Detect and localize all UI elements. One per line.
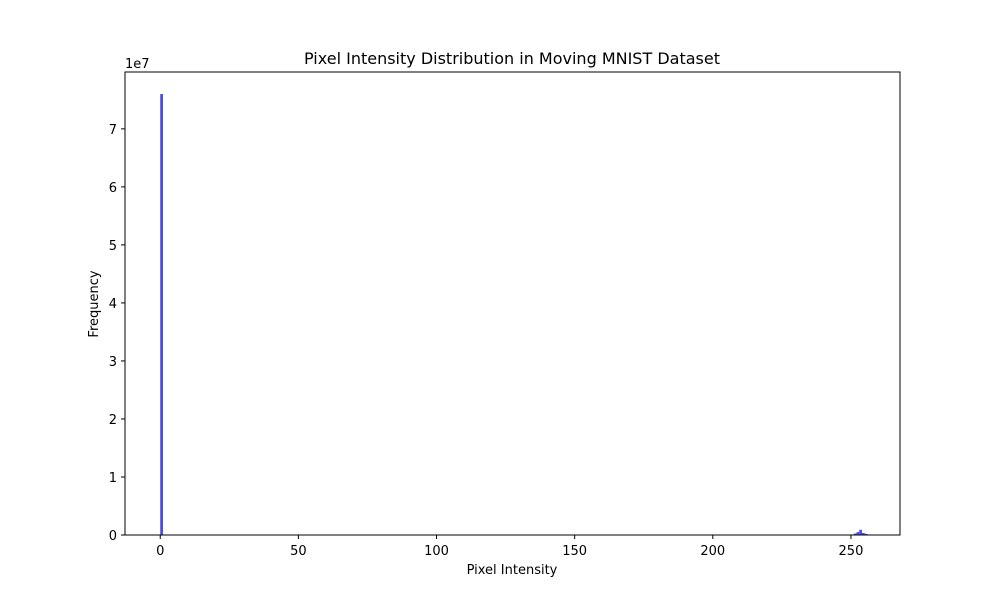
histogram-bar xyxy=(856,532,860,535)
y-axis-label: Frequency xyxy=(87,270,102,337)
histogram-bars xyxy=(160,94,868,536)
y-tick-label: 3 xyxy=(109,355,117,370)
y-tick-label: 4 xyxy=(109,297,117,312)
y-tick-label: 5 xyxy=(109,239,117,254)
x-axis-label: Pixel Intensity xyxy=(467,563,558,578)
y-tick-label: 0 xyxy=(109,529,117,544)
x-tick-label: 150 xyxy=(562,544,587,559)
histogram-bar xyxy=(864,533,868,535)
y-axis-ticks: 0 1 2 3 4 5 6 7 xyxy=(109,123,125,544)
x-tick-label: 200 xyxy=(700,544,725,559)
x-tick-label: 100 xyxy=(424,544,449,559)
x-axis-ticks: 0 50 100 150 200 250 xyxy=(156,535,863,559)
chart-title: Pixel Intensity Distribution in Moving M… xyxy=(304,49,720,68)
y-axis-offset-label: 1e7 xyxy=(125,57,150,72)
plot-frame xyxy=(124,71,901,536)
histogram-bar xyxy=(862,532,865,535)
histogram-bar xyxy=(859,529,863,535)
histogram-bar xyxy=(853,533,857,535)
histogram-bar xyxy=(160,94,163,536)
y-tick-label: 2 xyxy=(109,413,117,428)
y-tick-label: 6 xyxy=(109,181,117,196)
x-tick-label: 50 xyxy=(290,544,307,559)
y-tick-label: 7 xyxy=(109,123,117,138)
y-tick-label: 1 xyxy=(109,471,117,486)
x-tick-label: 0 xyxy=(156,544,164,559)
x-tick-label: 250 xyxy=(839,544,864,559)
